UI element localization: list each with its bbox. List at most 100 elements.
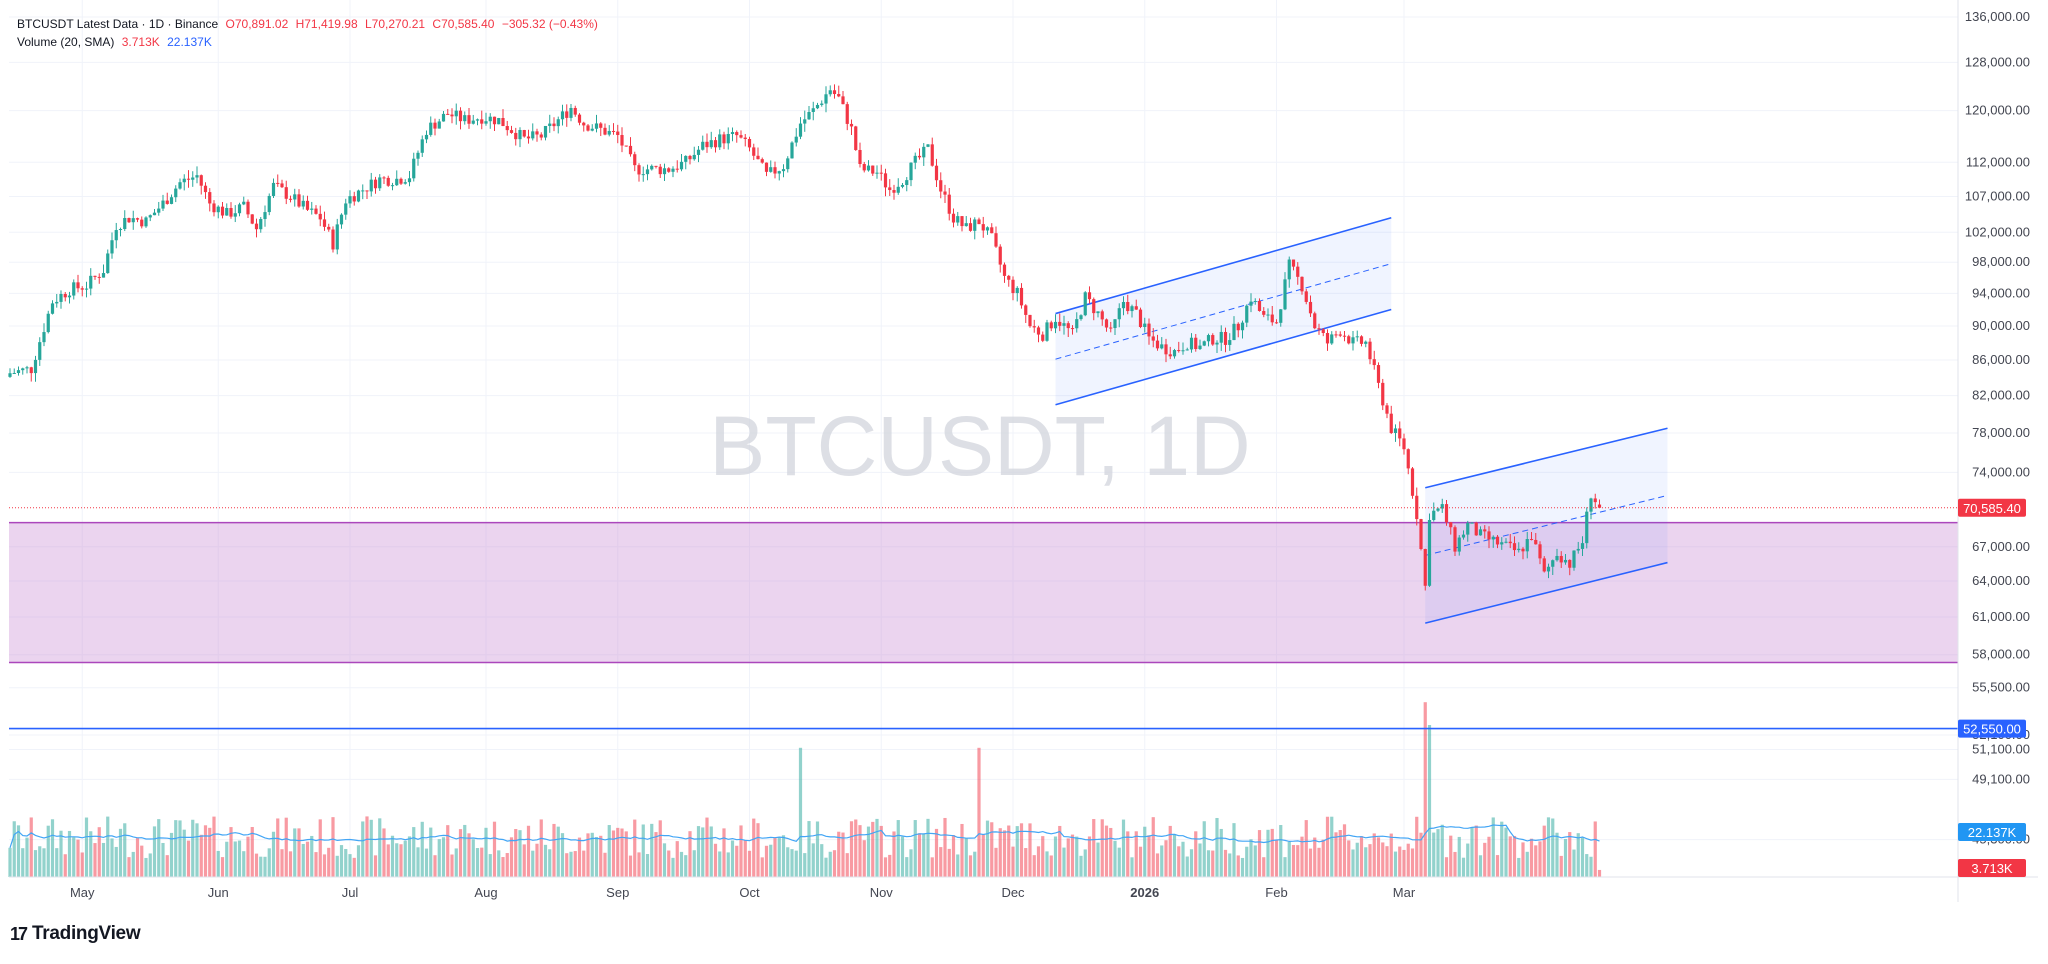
candle-body xyxy=(314,208,318,214)
volume-bar xyxy=(985,820,990,877)
volume-bar xyxy=(1555,832,1559,877)
volume-bar xyxy=(93,843,97,877)
volume-bar xyxy=(1402,849,1406,877)
candle-body xyxy=(790,142,794,159)
volume-bar xyxy=(450,854,454,877)
support-level-tag: 52,550.00 xyxy=(1958,719,2026,738)
candle-body xyxy=(1580,543,1585,549)
time-tick-label: Oct xyxy=(739,885,760,900)
upper-channel[interactable] xyxy=(1055,216,1392,406)
volume-bar xyxy=(1287,841,1291,877)
lower-channel[interactable] xyxy=(1425,427,1668,624)
volume-bar xyxy=(1270,828,1274,877)
candle-body xyxy=(424,134,429,140)
candle-body xyxy=(386,177,390,186)
volume-bar xyxy=(773,837,777,877)
candle-body xyxy=(203,185,208,193)
volume-bar xyxy=(845,853,849,877)
volume-bar xyxy=(684,855,688,877)
volume-bar xyxy=(1330,816,1334,877)
volume-bar xyxy=(1457,836,1461,877)
candle-body xyxy=(1232,323,1236,341)
candle-body xyxy=(1092,299,1096,314)
volume-bar xyxy=(1011,846,1015,877)
volume-bar xyxy=(1470,827,1474,877)
volume-bar xyxy=(46,825,50,877)
svg-text:70,585.40: 70,585.40 xyxy=(1963,501,2021,516)
volume-bar xyxy=(1202,821,1206,877)
candle-body xyxy=(1444,504,1449,523)
svg-text:22.137K: 22.137K xyxy=(1968,825,2017,840)
volume-bar xyxy=(1189,849,1194,877)
candle-body xyxy=(696,149,701,155)
volume-bar xyxy=(1262,857,1266,877)
volume-bar xyxy=(475,848,480,877)
candle-body xyxy=(416,152,420,159)
candle-body xyxy=(883,173,888,188)
volume-bar xyxy=(539,819,543,877)
candle-body xyxy=(484,121,488,124)
candle-body xyxy=(301,200,305,207)
candle-body xyxy=(1223,331,1228,345)
volume-bar xyxy=(148,853,152,877)
volume-bar xyxy=(386,844,390,877)
candle-body xyxy=(1313,313,1317,329)
time-axis[interactable]: May Jun Jul Aug Sep Oct Nov Dec 2026 Feb Mar xyxy=(70,885,1416,900)
candle-body xyxy=(135,218,140,220)
candle-body xyxy=(990,227,994,234)
candle-body xyxy=(667,168,671,172)
volume-bar xyxy=(1096,842,1100,877)
price-tick-label: 51,100.00 xyxy=(1972,742,2030,757)
candle-body xyxy=(1206,335,1211,342)
volume-bar xyxy=(352,857,356,877)
volume-indicator-label[interactable]: Volume (20, SMA) xyxy=(17,35,115,49)
candle-body xyxy=(399,178,403,184)
volume-bar xyxy=(1291,844,1296,877)
volume-bar xyxy=(943,817,947,877)
candle-body xyxy=(684,155,688,162)
volume-bar xyxy=(463,824,467,877)
volume-bar xyxy=(607,825,611,877)
volume-bar xyxy=(616,827,620,877)
symbol-info[interactable]: BTCUSDT Latest Data · 1D · Binance xyxy=(17,17,219,31)
candle-body xyxy=(956,216,960,223)
candle-body xyxy=(501,117,505,127)
candle-body xyxy=(985,227,990,231)
volume-bar xyxy=(1478,855,1483,877)
candle-body xyxy=(603,127,607,135)
candle-body xyxy=(586,125,590,131)
candle-body xyxy=(178,182,182,189)
volume-bar xyxy=(1491,817,1495,877)
candle-body xyxy=(72,282,76,296)
channel-upper-line[interactable] xyxy=(1425,427,1668,489)
volume-bar xyxy=(505,853,509,877)
tradingview-brand[interactable]: 17 TradingView xyxy=(10,923,141,945)
candle-body xyxy=(582,122,586,126)
close-value: C70,585.40 xyxy=(432,17,495,31)
channel-drawings[interactable] xyxy=(1055,216,1668,624)
volume-bar xyxy=(318,819,322,877)
candle-body xyxy=(1559,555,1563,563)
candle-body xyxy=(735,132,739,136)
candle-body xyxy=(297,194,301,207)
volume-bar xyxy=(701,827,705,877)
channel-mid-line xyxy=(1425,494,1668,556)
volume-bar xyxy=(1580,837,1585,877)
candle-body xyxy=(1546,566,1551,572)
volume-bar xyxy=(1036,846,1041,877)
candle-body xyxy=(650,165,654,170)
candle-body xyxy=(1538,544,1542,559)
volume-bar xyxy=(667,850,671,877)
candle-body xyxy=(1236,323,1240,331)
volume-bar xyxy=(590,832,594,877)
channel-lower-line[interactable] xyxy=(1425,561,1668,624)
channel-lower-line[interactable] xyxy=(1055,308,1392,406)
price-tick-label: 49,100.00 xyxy=(1972,771,2030,786)
channel-upper-line[interactable] xyxy=(1055,216,1392,315)
volume-bar xyxy=(72,837,76,877)
candle-body xyxy=(892,190,896,193)
candle-body xyxy=(811,108,815,113)
volume-bar xyxy=(747,850,752,877)
candle-body xyxy=(1461,534,1466,538)
